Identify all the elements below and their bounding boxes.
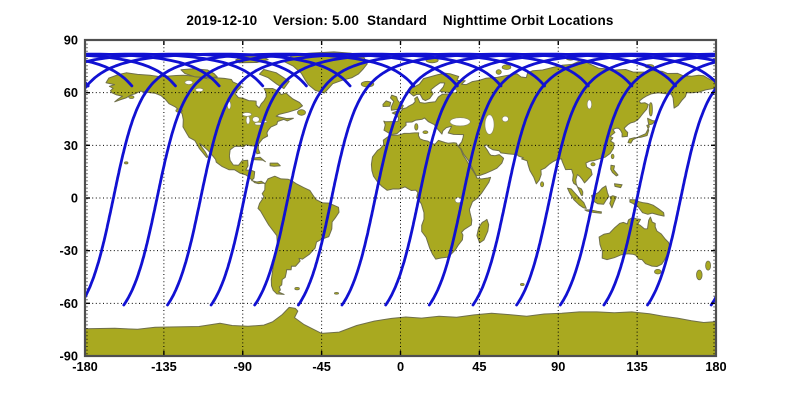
map-layer: [85, 40, 716, 356]
lake: [242, 112, 252, 117]
y-tick-label: -30: [60, 243, 79, 258]
lake: [245, 115, 251, 125]
x-tick-label: -45: [312, 359, 331, 374]
landmass-luzon: [610, 164, 619, 177]
y-tick-label: 0: [71, 191, 78, 206]
plot-frame: [83, 38, 718, 358]
island: [654, 269, 662, 275]
landmass-sulawesi: [609, 195, 617, 209]
lake: [586, 99, 593, 110]
island: [705, 260, 711, 271]
island: [123, 161, 129, 165]
x-tick-label: 90: [551, 359, 565, 374]
landmass-eurasia: [383, 61, 716, 196]
x-tick-label: 135: [626, 359, 647, 374]
island: [414, 123, 419, 131]
landmass-australia: [598, 216, 671, 267]
landmass-mindanao: [614, 183, 623, 189]
figure-title: 2019-12-10 Version: 5.00 Standard Nightt…: [186, 13, 614, 28]
orbit-track: [515, 52, 716, 307]
orbit-track: [384, 52, 716, 307]
x-tick-label: -135: [151, 359, 177, 374]
y-tick-label: -60: [60, 296, 79, 311]
island: [610, 153, 615, 160]
x-tick-label: -90: [234, 359, 253, 374]
orbit-track: [85, 52, 308, 88]
orbit-track: [602, 60, 716, 307]
orbit-track: [646, 85, 716, 307]
island: [128, 95, 135, 99]
orbit-track: [340, 52, 677, 307]
landmass-hispaniola: [269, 162, 281, 167]
orbit-track: [85, 52, 352, 91]
landmass-north_america: [105, 72, 303, 185]
island: [495, 69, 502, 75]
orbit-track: [427, 52, 716, 307]
island: [648, 102, 653, 117]
lake: [449, 117, 471, 127]
orbit-track: [297, 52, 634, 307]
lake: [194, 87, 204, 93]
y-tick-label: 60: [64, 85, 78, 100]
y-tick-label: 90: [64, 33, 78, 48]
island: [333, 291, 339, 295]
island: [519, 282, 525, 286]
landmass-sumatra: [567, 187, 587, 209]
orbit-track: [709, 294, 716, 307]
island: [696, 269, 703, 281]
y-tick-label: -90: [60, 349, 79, 364]
landmass-japan: [627, 117, 657, 144]
island: [422, 130, 429, 135]
landmass-madagascar: [476, 218, 490, 244]
landmass-africa: [370, 132, 492, 260]
orbit-track: [558, 54, 716, 307]
lake: [252, 116, 260, 123]
island: [501, 64, 512, 70]
lake: [501, 115, 509, 123]
orbit-track: [471, 52, 716, 307]
x-tick-label: -180: [72, 359, 98, 374]
landmass-south_america: [257, 175, 340, 295]
x-tick-label: 180: [705, 359, 726, 374]
island: [297, 109, 306, 116]
island: [294, 286, 300, 291]
y-tick-label: 30: [64, 138, 78, 153]
landmass-ireland: [382, 100, 392, 107]
island: [540, 181, 545, 188]
landmass-borneo: [591, 185, 610, 205]
orbit-track: [253, 52, 590, 307]
x-tick-label: 45: [472, 359, 486, 374]
lake: [184, 80, 194, 85]
orbit-track: [166, 52, 503, 307]
orbit-track: [209, 52, 546, 307]
island: [590, 162, 596, 167]
x-tick-label: 0: [397, 359, 404, 374]
lake: [484, 114, 495, 135]
